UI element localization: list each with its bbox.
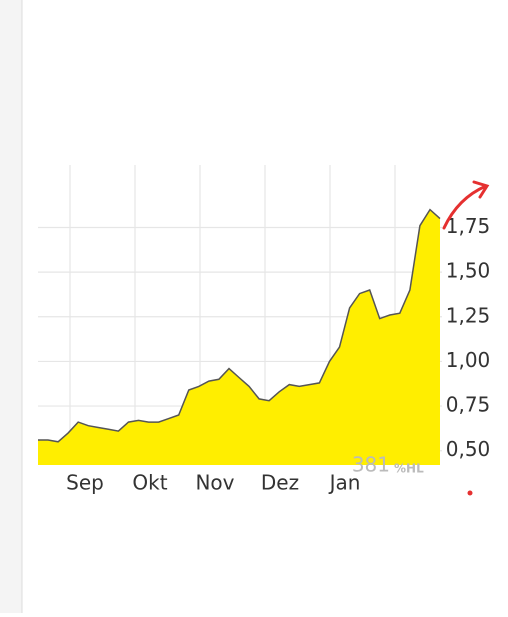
y-tick-label: 1,75 [446,214,491,238]
annotation-unit: %HL [394,462,424,476]
y-tick-label: 1,25 [446,303,491,327]
red-dot [467,490,473,496]
red-arrow [442,180,490,230]
x-tick-label: Jan [328,471,361,495]
x-tick-label: Nov [195,471,234,495]
y-tick-label: 1,50 [446,259,491,283]
side-strip [0,0,22,613]
vertical-grid [69,165,396,465]
annotation: 381 [352,453,390,477]
x-tick-label: Dez [261,471,299,495]
y-tick-label: 1,00 [446,348,491,372]
x-tick-label: Okt [132,471,167,495]
y-tick-label: 0,50 [446,437,491,461]
line [38,208,441,443]
area [38,209,440,465]
y-tick-label: 0,75 [446,393,491,417]
x-tick-label: Sep [66,471,104,495]
